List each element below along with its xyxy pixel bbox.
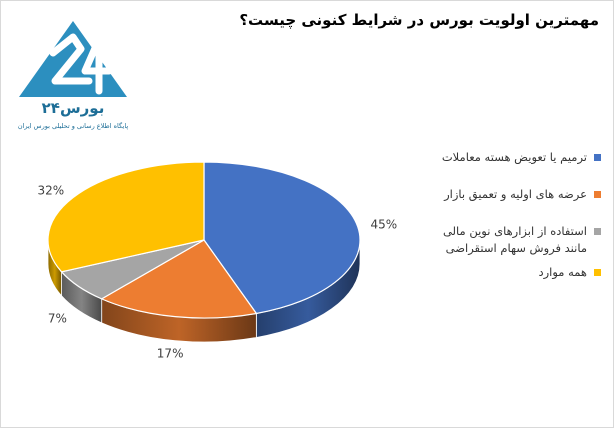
chart-legend: ترمیم یا تعویض هسته معاملات عرضه های اول… — [419, 149, 601, 281]
slice-value-label: 45% — [371, 217, 398, 231]
legend-item: ترمیم یا تعویض هسته معاملات — [419, 149, 601, 166]
slice-value-label: 17% — [157, 347, 184, 361]
legend-item: همه موارد — [419, 264, 601, 281]
slice-value-label: 32% — [38, 183, 65, 197]
logo-tagline: پایگاه اطلاع رسانی و تحلیلی بورس ایران — [17, 122, 129, 130]
legend-label: عرضه های اولیه و تعمیق بازار — [444, 187, 587, 201]
legend-swatch — [594, 191, 601, 198]
logo-brand-text: بورس۲۴ — [41, 99, 105, 117]
legend-label: ترمیم یا تعویض هسته معاملات — [441, 150, 587, 164]
legend-swatch — [594, 154, 601, 161]
pie-slice — [100, 239, 258, 319]
slice-value-label: 7% — [48, 311, 67, 325]
pie-slice — [47, 161, 205, 273]
bourse24-logo: بورس۲۴ پایگاه اطلاع رسانی و تحلیلی بورس … — [15, 19, 131, 137]
legend-item: استفاده از ابزارهای نوین مالی مانند فروش… — [419, 223, 601, 257]
legend-label: استفاده از ابزارهای نوین مالی مانند فروش… — [442, 224, 587, 255]
logo-mark-icon — [19, 21, 127, 97]
pie-slice — [203, 161, 361, 315]
legend-swatch — [594, 228, 601, 235]
legend-swatch — [594, 269, 601, 276]
chart-title: مهمترین اولویت بورس در شرایط کنونی چیست؟ — [239, 11, 599, 29]
legend-label: همه موارد — [538, 265, 587, 279]
legend-item: عرضه های اولیه و تعمیق بازار — [419, 186, 601, 203]
